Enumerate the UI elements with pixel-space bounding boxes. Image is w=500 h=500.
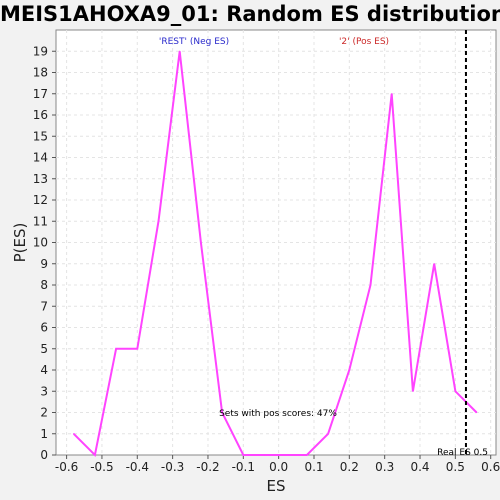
data-point xyxy=(115,348,117,350)
x-tick-label: 0.0 xyxy=(269,460,288,474)
data-point xyxy=(391,93,393,95)
y-tick-label: 5 xyxy=(40,342,48,356)
pos-es-label: '2' (Pos ES) xyxy=(339,37,389,47)
y-tick-label: 4 xyxy=(40,363,48,377)
x-axis-label: ES xyxy=(267,477,286,495)
data-point xyxy=(136,348,138,350)
data-point xyxy=(412,390,414,392)
y-tick-label: 7 xyxy=(40,299,48,313)
y-tick-label: 9 xyxy=(40,257,48,271)
real-es-label: Real ES 0.5 xyxy=(437,448,488,458)
data-point xyxy=(263,454,266,456)
y-tick-label: 12 xyxy=(33,193,48,207)
data-point xyxy=(306,454,308,456)
x-tick-label: -0.6 xyxy=(55,460,78,474)
x-tick-label: 0.6 xyxy=(481,460,500,474)
x-tick-label: -0.2 xyxy=(196,460,219,474)
data-point xyxy=(348,369,350,371)
data-point xyxy=(327,433,329,435)
data-point xyxy=(285,454,287,456)
series-line xyxy=(72,51,478,458)
y-tick-label: 6 xyxy=(40,321,48,335)
data-point xyxy=(475,411,478,414)
y-tick-label: 2 xyxy=(40,406,48,420)
y-tick-label: 1 xyxy=(40,427,48,441)
data-point xyxy=(221,411,223,414)
data-point xyxy=(73,433,75,435)
x-tick-label: 0.1 xyxy=(304,460,323,474)
x-tick-label: -0.1 xyxy=(232,460,255,474)
neg-es-label: 'REST' (Neg ES) xyxy=(159,37,229,47)
y-tick-label: 15 xyxy=(33,129,48,143)
y-tick-label: 8 xyxy=(40,278,48,292)
data-point xyxy=(157,220,160,222)
data-point xyxy=(433,263,435,265)
data-point xyxy=(200,241,202,244)
series-layer xyxy=(72,50,478,458)
x-tick-label: -0.3 xyxy=(161,460,184,474)
data-point xyxy=(94,454,96,456)
y-tick-label: 14 xyxy=(33,151,48,165)
y-tick-label: 3 xyxy=(40,384,48,398)
y-tick-label: 19 xyxy=(33,44,48,58)
x-tick-label: 0.5 xyxy=(446,460,465,474)
data-point xyxy=(369,284,372,286)
data-point xyxy=(179,50,181,52)
x-tick-label: 0.2 xyxy=(340,460,359,474)
y-tick-label: 10 xyxy=(33,236,48,250)
y-tick-label: 18 xyxy=(33,66,48,80)
y-tick-label: 0 xyxy=(40,448,48,462)
y-tick-label: 17 xyxy=(33,87,48,101)
sets-pos-scores-label: Sets with pos scores: 47% xyxy=(219,409,337,419)
y-tick-label: 11 xyxy=(33,214,48,228)
data-point xyxy=(454,390,456,392)
x-tick-label: 0.4 xyxy=(410,460,429,474)
y-tick-label: 16 xyxy=(33,108,48,122)
y-axis-label: P(ES) xyxy=(11,223,29,263)
y-tick-label: 13 xyxy=(33,172,48,186)
x-tick-label: -0.4 xyxy=(126,460,149,474)
x-tick-label: 0.3 xyxy=(375,460,394,474)
data-point xyxy=(242,454,244,456)
chart-title: MEIS1AHOXA9_01: Random ES distribution xyxy=(0,2,500,26)
x-tick-label: -0.5 xyxy=(90,460,113,474)
